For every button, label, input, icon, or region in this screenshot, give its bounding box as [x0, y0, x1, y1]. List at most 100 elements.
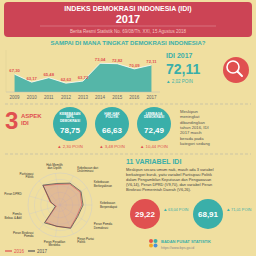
data-label: 63,72 [78, 75, 89, 80]
radar-label: KebebasanBerpendapat [100, 201, 117, 209]
radar-label: PemiluBebas & Adil [5, 212, 22, 220]
separator [5, 154, 251, 155]
legend-label: 2016 [14, 249, 25, 254]
x-tick-label: 2014 [95, 95, 106, 100]
radar-series [43, 183, 83, 228]
radar-label-line: Merdeka [49, 243, 61, 247]
title: 2017 [116, 13, 140, 25]
header-box [4, 2, 252, 37]
idi-change: ▲ 2,02 POIN [166, 79, 193, 84]
aspect-note-line: 2017 masih [180, 130, 202, 135]
legend-swatch [5, 250, 12, 251]
variable-circle [130, 199, 160, 229]
aspect-note: Meskipunmeningkatdibandingkantahun 2016,… [180, 109, 210, 146]
header-separator [40, 26, 216, 27]
radar-area [43, 183, 83, 228]
aspect-label: HAK-HAKPOLITIK [104, 112, 120, 120]
radar-label: Peran PartaiPolitik [77, 237, 94, 245]
logo-dot [149, 239, 153, 243]
separator [5, 104, 251, 105]
aspect-change: ▲ 10,44 POIN [140, 144, 168, 149]
radar-label-line: Bebas & Adil [5, 216, 22, 220]
grid-line [34, 179, 85, 230]
data-label: 70,09 [129, 63, 140, 68]
legend-swatch [28, 250, 35, 251]
idi-value: 72,11 [166, 61, 200, 77]
radar-label-line: dan Dipilih [47, 166, 61, 170]
chart-title: SAMPAI DI MANA TINGKAT DEMOKRASI INDONES… [51, 40, 206, 46]
radar-label: Peran DPRD [4, 192, 22, 196]
aspect-note-line: dibandingkan [180, 120, 206, 125]
data-label: 73,04 [95, 57, 106, 62]
x-tick-label: 2009 [10, 95, 21, 100]
aspect-label-line: DEMOKRASI [60, 119, 80, 123]
footer-title: BADAN PUSAT STATISTIK [161, 239, 211, 244]
aspect-note-line: tahun 2016, IDI [180, 125, 209, 130]
data-label: 72,82 [112, 58, 123, 63]
data-label: 67,30 [9, 68, 20, 73]
aspect-label-line: DEMOKRASI [144, 115, 164, 119]
y-axis [6, 50, 7, 92]
aspect-circle [137, 107, 171, 141]
aspect-value: 72,49 [144, 126, 165, 135]
variable-value: 68,91 [198, 210, 219, 219]
radar-label-line: Politik [25, 175, 34, 179]
aspect-label: KEBEBASANSIPILDEMOKRASI [60, 112, 82, 123]
aspect-number: 3 [5, 107, 18, 134]
aspect-circle [53, 107, 87, 141]
subtitle: Berita Resmi Statistik No. 69/08/Th. XXI… [70, 29, 186, 34]
radar-label: Peran BirokrasiPemda [13, 231, 34, 239]
logo-dot [149, 244, 153, 248]
variable-arrow: ▲ [226, 207, 230, 212]
aspect-change: ▲ 3,48 POIN [99, 144, 125, 149]
x-tick-label: 2016 [129, 95, 140, 100]
aspect-label: LEMBAGADEMOKRASI [144, 112, 164, 120]
aspect-note-line: Meskipun [180, 109, 199, 114]
variable-value: 29,22 [135, 210, 156, 219]
radar-label: Hak Memilihdan Dipilih [46, 163, 63, 171]
variable-change: 71,01 POIN [231, 207, 252, 212]
aspect-note-line: meningkat [180, 114, 200, 119]
variable-text: Birokrasi Pemerintah Daerah (V6,26). [126, 187, 191, 192]
x-tick-label: 2012 [61, 95, 72, 100]
area [15, 63, 152, 92]
variable-circle [193, 199, 223, 229]
background [0, 0, 256, 256]
radar-label-line: Politik [77, 240, 86, 244]
radar-label: Peran PeradilanMerdeka [44, 240, 66, 248]
magnifier-icon [223, 57, 249, 83]
title: INDEKS DEMOKRASI INDONESIA (IDI) [64, 5, 191, 13]
magnifier-handle [238, 72, 243, 77]
data-label: 62,63 [61, 77, 72, 82]
x-axis [6, 92, 160, 93]
line [15, 63, 152, 83]
radar-label: KebebasanBerkeyakinan [94, 180, 113, 188]
x-tick-label: 2013 [78, 95, 89, 100]
plot-area [15, 63, 152, 92]
idi-label: IDI 2017 [166, 52, 193, 59]
data-label: 63,17 [26, 76, 37, 81]
radar-label-line: Berpendapat [100, 205, 117, 209]
aspect-heading: IDI [21, 120, 29, 126]
aspect-note-line: berada pada [180, 136, 204, 141]
x-tick-label: 2015 [112, 95, 123, 100]
data-label: 72,11 [146, 59, 157, 64]
radar-label-line: Pemda [24, 234, 34, 238]
aspect-heading: ASPEK [21, 113, 42, 119]
legend-label: 2017 [37, 249, 48, 254]
variable-arrow: ▲ [163, 207, 167, 212]
aspect-circle [95, 107, 129, 141]
aspect-label-line: POLITIK [105, 115, 119, 119]
radar-label: Peran PemdaDemokrasi [94, 222, 113, 230]
data-label: 65,48 [44, 72, 55, 77]
radar-label-line: Berkeyakinan [94, 184, 113, 188]
chart-title: 11 VARIABEL IDI [126, 158, 181, 165]
radar-label: Kebebasan dariDiskriminasi [77, 166, 98, 174]
radar-label: PartisipasiPolitik [20, 172, 34, 180]
radar-label-line: Diskriminasi [77, 169, 94, 173]
x-tick-label: 2011 [44, 95, 54, 100]
aspect-change: ▲ 2,30 POIN [57, 144, 83, 149]
aspect-value: 66,63 [102, 126, 123, 135]
footer-url: https://www.bps.go.id [161, 246, 194, 250]
aspect-value: 78,75 [60, 126, 81, 135]
